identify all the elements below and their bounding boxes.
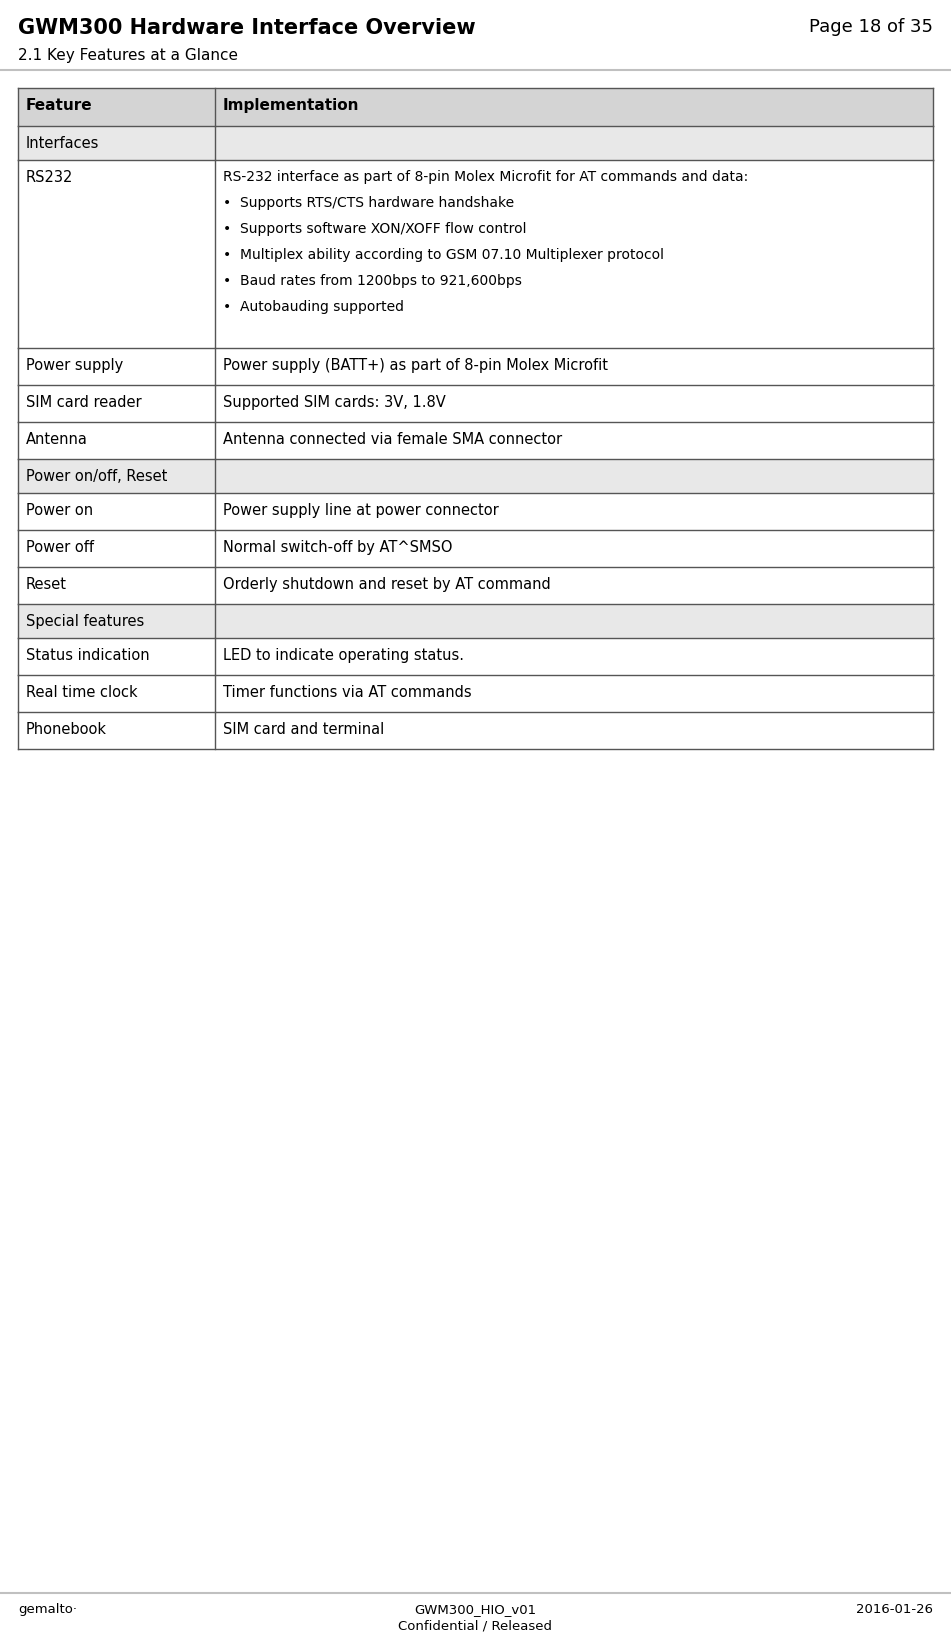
Bar: [18, 422, 933, 459]
Text: Implementation: Implementation: [223, 98, 359, 113]
Text: RS232: RS232: [26, 170, 73, 185]
Text: Power on/off, Reset: Power on/off, Reset: [26, 469, 167, 484]
Text: Power supply (BATT+) as part of 8-pin Molex Microfit: Power supply (BATT+) as part of 8-pin Mo…: [223, 358, 608, 373]
Text: Reset: Reset: [26, 577, 67, 592]
Text: Interfaces: Interfaces: [26, 136, 99, 150]
Text: GWM300 Hardware Interface Overview: GWM300 Hardware Interface Overview: [18, 18, 476, 38]
Text: Antenna connected via female SMA connector: Antenna connected via female SMA connect…: [223, 432, 562, 446]
Text: 2.1 Key Features at a Glance: 2.1 Key Features at a Glance: [18, 47, 238, 64]
Text: Orderly shutdown and reset by AT command: Orderly shutdown and reset by AT command: [223, 577, 551, 592]
Text: •  Multiplex ability according to GSM 07.10 Multiplexer protocol: • Multiplex ability according to GSM 07.…: [223, 249, 664, 262]
Text: Antenna: Antenna: [26, 432, 87, 446]
Bar: [18, 494, 933, 530]
Text: Power on: Power on: [26, 504, 93, 518]
Text: LED to indicate operating status.: LED to indicate operating status.: [223, 647, 464, 664]
Text: Feature: Feature: [26, 98, 92, 113]
Bar: [18, 711, 933, 749]
Text: •  Baud rates from 1200bps to 921,600bps: • Baud rates from 1200bps to 921,600bps: [223, 275, 521, 288]
Text: •  Supports software XON/XOFF flow control: • Supports software XON/XOFF flow contro…: [223, 222, 526, 235]
Text: Real time clock: Real time clock: [26, 685, 138, 700]
Text: gemalto·: gemalto·: [18, 1602, 77, 1615]
Text: Supported SIM cards: 3V, 1.8V: Supported SIM cards: 3V, 1.8V: [223, 396, 445, 410]
Text: Page 18 of 35: Page 18 of 35: [809, 18, 933, 36]
Text: 2016-01-26: 2016-01-26: [856, 1602, 933, 1615]
Text: SIM card reader: SIM card reader: [26, 396, 142, 410]
Text: RS-232 interface as part of 8-pin Molex Microfit for AT commands and data:: RS-232 interface as part of 8-pin Molex …: [223, 170, 748, 185]
Text: Phonebook: Phonebook: [26, 723, 107, 737]
Bar: [18, 384, 933, 422]
Text: GWM300_HIO_v01: GWM300_HIO_v01: [415, 1602, 536, 1615]
Text: Normal switch-off by AT^SMSO: Normal switch-off by AT^SMSO: [223, 540, 453, 554]
Bar: [18, 348, 933, 384]
Text: SIM card and terminal: SIM card and terminal: [223, 723, 384, 737]
Bar: [18, 567, 933, 603]
Text: Power off: Power off: [26, 540, 94, 554]
Text: Power supply: Power supply: [26, 358, 124, 373]
Bar: [18, 603, 933, 638]
Bar: [18, 530, 933, 567]
Text: •  Autobauding supported: • Autobauding supported: [223, 299, 404, 314]
Bar: [18, 638, 933, 675]
Text: Timer functions via AT commands: Timer functions via AT commands: [223, 685, 472, 700]
Bar: [18, 88, 933, 126]
Text: Power supply line at power connector: Power supply line at power connector: [223, 504, 498, 518]
Bar: [18, 126, 933, 160]
Text: Special features: Special features: [26, 615, 145, 629]
Text: •  Supports RTS/CTS hardware handshake: • Supports RTS/CTS hardware handshake: [223, 196, 514, 209]
Bar: [18, 160, 933, 348]
Text: Status indication: Status indication: [26, 647, 149, 664]
Text: Confidential / Released: Confidential / Released: [398, 1619, 553, 1632]
Bar: [18, 459, 933, 494]
Bar: [18, 675, 933, 711]
